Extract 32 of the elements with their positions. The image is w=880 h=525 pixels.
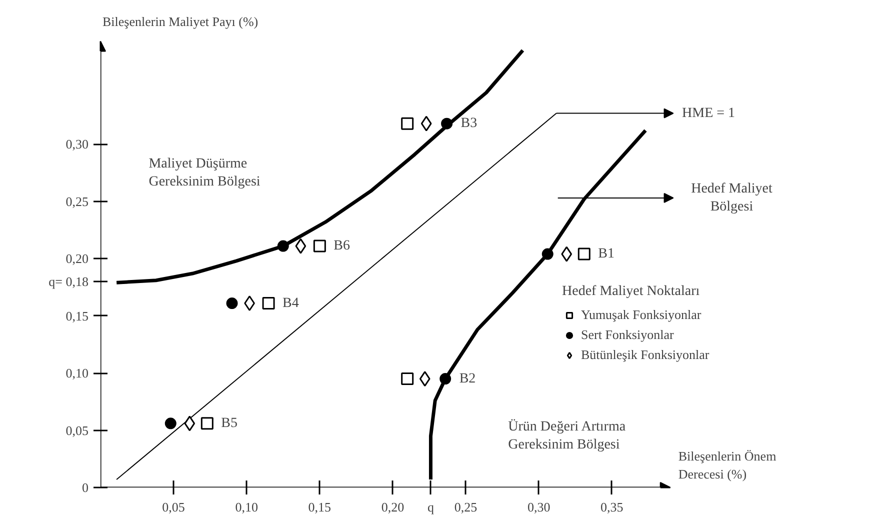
annotation: Ürün Değeri Artırma Gereksinim Bölgesi xyxy=(508,418,626,453)
y-tick-label: q= 0,18 xyxy=(48,274,89,290)
x-tick-label: 0,10 xyxy=(235,500,258,514)
y-tick-label: 0,25 xyxy=(66,194,88,209)
y-tick-label: 0,20 xyxy=(66,251,88,266)
x-tick-label: 0,25 xyxy=(454,500,478,514)
y-tick-label: 0,05 xyxy=(66,422,88,438)
legend-title: Hedef Maliyet Noktaları xyxy=(562,284,701,300)
x-tick-label: 0,20 xyxy=(381,500,404,514)
annotation: B4 xyxy=(282,296,299,311)
annotation: B6 xyxy=(334,238,350,254)
y-tick-label: 0,10 xyxy=(66,366,88,381)
x-tick-label: q xyxy=(427,500,434,514)
x-tick-label: 0,05 xyxy=(162,500,185,514)
legend-label: Bütünleşik Fonksiyonlar xyxy=(581,347,710,363)
x-tick-label: 0,15 xyxy=(308,500,332,514)
x-tick-label: 0,35 xyxy=(600,500,624,514)
y-axis-title: Bileşenlerin Maliyet Payı (%) xyxy=(102,14,258,30)
annotation: Maliyet Düşürme Gereksinim Bölgesi xyxy=(148,156,260,190)
annotation: B3 xyxy=(460,116,478,132)
y-tick-label: 0,30 xyxy=(66,136,88,152)
legend-label: Yumuşak Fonksiyonlar xyxy=(581,307,702,323)
y-tick-label: 0 xyxy=(82,480,88,495)
text: Hedef Maliyet Bölgesi xyxy=(691,181,772,214)
annotation: B2 xyxy=(459,371,476,386)
annotation: B5 xyxy=(221,416,238,431)
text: HME = 1 xyxy=(682,106,736,121)
x-tick-label: 0,30 xyxy=(527,500,550,514)
annotation: B1 xyxy=(598,246,614,262)
legend-label: Sert Fonksiyonlar xyxy=(581,327,674,343)
x-axis-title: Bileşenlerin Önem Derecesi (%) xyxy=(678,448,776,482)
y-tick-label: 0,15 xyxy=(66,308,88,324)
